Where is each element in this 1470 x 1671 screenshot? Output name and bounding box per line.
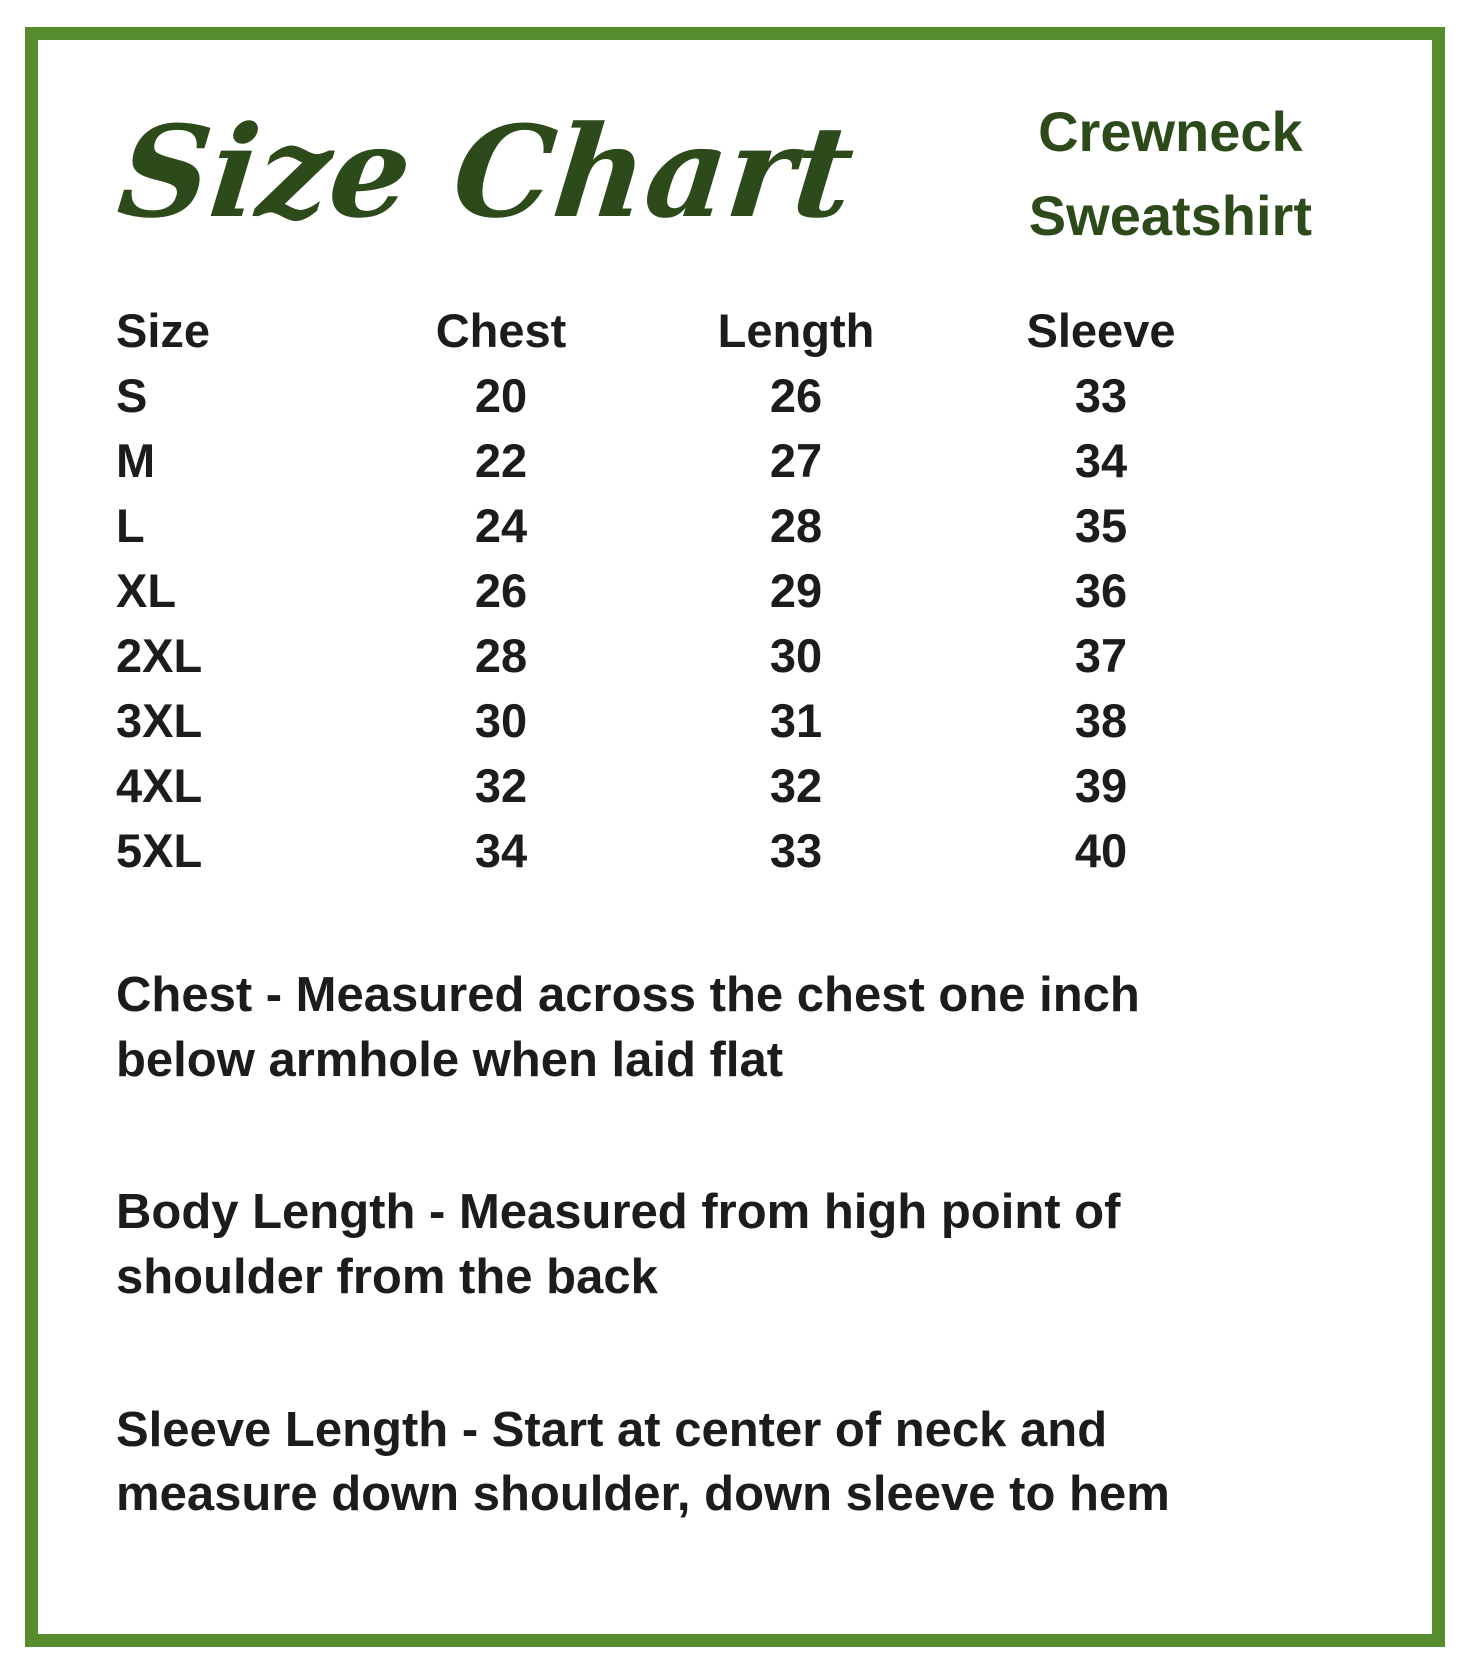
cell-length: 31 [769,694,823,747]
cell-chest: 34 [474,824,528,877]
note-paragraph: Sleeve Length - Start at center of neck … [116,1398,1392,1527]
table-row: 3XL 30 31 38 [116,688,1216,753]
cell-sleeve: 37 [1074,629,1128,682]
cell-chest: 30 [474,694,528,747]
table-row: S 20 26 33 [116,363,1216,428]
cell-size: S [116,369,148,422]
product-name: Crewneck Sweatshirt [1029,90,1312,258]
cell-sleeve: 36 [1074,564,1128,617]
cell-chest: 20 [474,369,528,422]
size-table-col-header-size: Size [116,304,211,357]
cell-chest: 24 [474,499,528,552]
green-border-frame: Size Chart Crewneck Sweatshirt Size Chest… [25,27,1445,1647]
note-line: below armhole when laid flat [116,1032,784,1087]
size-table-col-header-chest: Chest [435,304,567,357]
cell-length: 33 [769,824,823,877]
cell-length: 27 [769,434,823,487]
note-line: Chest - Measured across the chest one in… [116,968,1140,1022]
table-row: L 24 28 35 [116,493,1216,558]
table-row: 5XL 34 33 40 [116,818,1216,883]
product-name-line2: Sweatshirt [1028,184,1312,247]
note-line: measure down shoulder, down sleeve to he… [116,1467,1170,1522]
cell-sleeve: 33 [1074,369,1128,422]
table-row: M 22 27 34 [116,428,1216,493]
table-row: 2XL 28 30 37 [116,623,1216,688]
cell-sleeve: 34 [1074,434,1128,487]
cell-size: L [116,499,145,552]
cell-size: 2XL [116,629,203,682]
size-table-col-header-length: Length [717,304,875,357]
table-row: 4XL 32 32 39 [116,753,1216,818]
note-paragraph: Body Length - Measured from high point o… [116,1180,1392,1309]
cell-chest: 28 [474,629,528,682]
cell-size: M [116,434,156,487]
cell-length: 29 [769,564,823,617]
note-line: shoulder from the back [116,1250,658,1305]
header: Size Chart Crewneck Sweatshirt [112,86,1362,258]
cell-size: 5XL [116,824,203,877]
product-name-line1: Crewneck [1038,100,1303,163]
table-row: XL 26 29 36 [116,558,1216,623]
cell-size: 3XL [116,694,203,747]
size-table: Size Chest Length Sleeve S 20 26 33 M 22 27 34 L 24 2… [116,298,1216,883]
cell-chest: 22 [474,434,528,487]
page-title: Size Chart [112,97,861,246]
cell-chest: 26 [474,564,528,617]
cell-length: 26 [769,369,823,422]
cell-sleeve: 38 [1074,694,1128,747]
cell-sleeve: 35 [1074,499,1128,552]
cell-length: 32 [769,759,823,812]
cell-length: 28 [769,499,823,552]
measurement-notes: Chest - Measured across the chest one in… [116,963,1392,1527]
size-table-col-header-sleeve: Sleeve [1026,304,1176,357]
cell-size: 4XL [116,759,203,812]
note-line: Body Length - Measured from high point o… [116,1185,1121,1240]
cell-sleeve: 40 [1074,824,1128,877]
cell-size: XL [116,564,177,617]
note-line: Sleeve Length - Start at center of neck … [116,1402,1108,1457]
cell-chest: 32 [474,759,528,812]
size-table-header-row: Size Chest Length Sleeve [116,298,1216,363]
cell-length: 30 [769,629,823,682]
note-paragraph: Chest - Measured across the chest one in… [116,963,1392,1092]
cell-sleeve: 39 [1074,759,1128,812]
